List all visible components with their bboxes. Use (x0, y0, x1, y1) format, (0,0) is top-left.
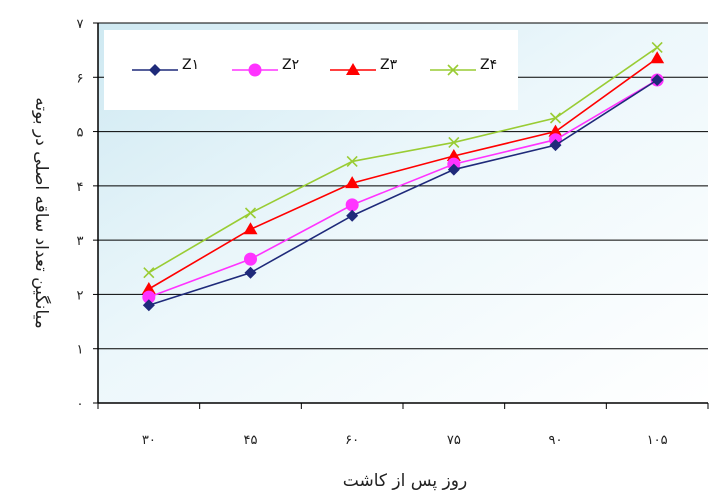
series-line (148, 46, 658, 274)
series-3 (141, 51, 665, 294)
legend-label: Z۲ (282, 57, 299, 73)
legend-marker (149, 64, 161, 76)
data-point (549, 112, 562, 124)
data-point (448, 136, 460, 148)
series-2 (142, 73, 664, 304)
x-axis-title: روز پس از کاشت (343, 471, 467, 491)
data-point (143, 267, 155, 279)
x-tick-label: ۴۵ (244, 433, 258, 448)
y-axis-title: میانگین تعداد ساقه اصلی در بوته (31, 97, 52, 329)
data-point (142, 299, 155, 312)
data-point (650, 51, 665, 64)
series-layer (141, 41, 665, 312)
series-line (148, 79, 658, 307)
data-point (651, 74, 664, 86)
x-tick-label: ۶۰ (345, 433, 359, 448)
x-tick-label: ۳۰ (142, 433, 156, 448)
data-point (141, 282, 156, 294)
y-tick-label: ۲ (77, 288, 84, 303)
legend: Z۱ Z۲ Z۳ Z۴ (132, 57, 497, 77)
y-tick-label: ۶ (77, 71, 84, 86)
series-line (148, 79, 658, 298)
data-point (346, 209, 359, 222)
data-point (244, 252, 257, 266)
y-tick-label: ۴ (77, 180, 84, 195)
series-1 (142, 74, 664, 312)
data-point (244, 266, 257, 279)
series-4 (143, 41, 663, 279)
legend-item: Z۲ (232, 57, 299, 77)
legend-label: Z۴ (480, 57, 497, 73)
data-point (651, 41, 663, 53)
y-tick-label: ۳ (77, 234, 84, 249)
y-tick-label: ۰ (77, 397, 84, 412)
legend-label: Z۱ (182, 57, 199, 73)
legend-marker (447, 64, 459, 76)
axes (93, 22, 709, 409)
series-line (148, 57, 658, 290)
y-tick-label: ۵ (77, 126, 84, 141)
data-point (243, 222, 258, 235)
x-tick-label: ۷۵ (447, 433, 461, 448)
legend-marker (346, 63, 360, 75)
data-point (446, 149, 461, 161)
data-point (346, 155, 358, 167)
y-tick-label: ۷ (77, 17, 84, 32)
data-point (549, 139, 562, 152)
data-point (447, 163, 460, 176)
x-tick-label: ۱۰۵ (647, 433, 668, 448)
legend-item: Z۱ (132, 57, 199, 76)
legend-marker (248, 63, 262, 77)
y-tick-label: ۱ (77, 343, 84, 358)
data-point (345, 198, 359, 212)
data-point (345, 176, 360, 189)
legend-item: Z۴ (430, 57, 497, 76)
x-tick-label: ۹۰ (549, 433, 563, 448)
legend-label: Z۳ (380, 57, 398, 73)
legend-item: Z۳ (330, 57, 398, 75)
data-point (548, 124, 563, 137)
data-point (244, 207, 257, 219)
data-point (142, 290, 156, 304)
